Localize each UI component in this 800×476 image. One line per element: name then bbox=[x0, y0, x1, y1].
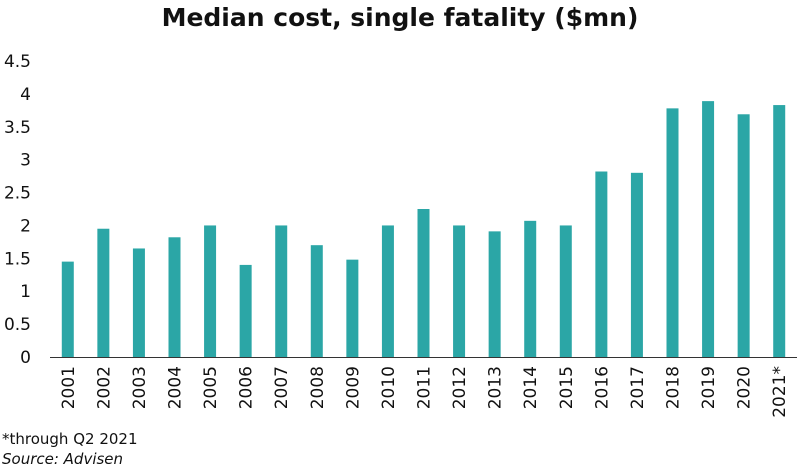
x-tick-label: 2013 bbox=[486, 366, 506, 409]
y-tick-label: 2.5 bbox=[4, 184, 31, 204]
x-tick-label: 2014 bbox=[521, 366, 541, 409]
bar bbox=[630, 172, 643, 357]
x-tick-label: 2002 bbox=[94, 366, 114, 409]
bar bbox=[275, 225, 288, 357]
x-tick-label: 2008 bbox=[308, 366, 328, 409]
bar bbox=[524, 220, 537, 357]
bar bbox=[239, 264, 252, 357]
bar bbox=[310, 245, 323, 357]
x-tick-label: 2017 bbox=[628, 366, 648, 409]
bar bbox=[346, 259, 359, 357]
bar bbox=[381, 225, 394, 357]
x-tick-label: 2019 bbox=[699, 366, 719, 409]
bar bbox=[595, 171, 608, 357]
bar bbox=[132, 248, 145, 357]
x-tick-label: 2018 bbox=[664, 366, 684, 409]
x-tick-label: 2016 bbox=[592, 366, 612, 409]
y-tick-label: 4.5 bbox=[4, 52, 31, 72]
bar bbox=[737, 114, 750, 357]
y-tick-label: 0 bbox=[20, 348, 31, 368]
x-tick-label: 2005 bbox=[201, 366, 221, 409]
x-tick-label: 2001 bbox=[59, 366, 79, 409]
bar bbox=[168, 237, 181, 357]
x-tick-label: 2021* bbox=[770, 366, 790, 418]
x-tick-label: 2007 bbox=[272, 366, 292, 409]
footnote: *through Q2 2021 bbox=[2, 430, 138, 448]
y-tick-label: 2 bbox=[20, 216, 31, 236]
x-tick-label: 2011 bbox=[415, 366, 435, 409]
bar bbox=[666, 108, 679, 357]
x-tick-label: 2012 bbox=[450, 366, 470, 409]
y-tick-label: 1 bbox=[20, 282, 31, 302]
bar bbox=[204, 225, 217, 357]
bar bbox=[559, 225, 572, 357]
source-note: Source: Advisen bbox=[2, 450, 124, 468]
x-tick-label: 2015 bbox=[557, 366, 577, 409]
bar bbox=[417, 209, 430, 357]
x-tick-label: 2010 bbox=[379, 366, 399, 409]
x-tick-label: 2020 bbox=[735, 366, 755, 409]
x-tick-label: 2004 bbox=[166, 366, 186, 409]
y-tick-label: 1.5 bbox=[4, 249, 31, 269]
bar bbox=[61, 261, 74, 357]
y-tick-label: 4 bbox=[20, 85, 31, 105]
x-tick-label: 2006 bbox=[237, 366, 257, 409]
y-axis-ticks: 0 0.5 1 1.5 2 2.5 3 3.5 4 4.5 bbox=[4, 52, 31, 368]
y-tick-label: 3 bbox=[20, 151, 31, 171]
bars-group bbox=[61, 101, 786, 358]
y-tick-label: 3.5 bbox=[4, 118, 31, 138]
x-tick-label: 2009 bbox=[343, 366, 363, 409]
bar bbox=[97, 228, 110, 357]
bar bbox=[488, 231, 501, 357]
x-axis-ticks: 2001 2002 2003 2004 2005 2006 2007 2008 2009 2010… bbox=[59, 366, 790, 418]
bar bbox=[453, 225, 466, 357]
y-tick-label: 0.5 bbox=[4, 315, 31, 335]
bar bbox=[773, 105, 786, 358]
chart-title: Median cost, single fatality ($mn) bbox=[161, 3, 639, 32]
x-tick-label: 2003 bbox=[130, 366, 150, 409]
bar bbox=[702, 101, 715, 357]
